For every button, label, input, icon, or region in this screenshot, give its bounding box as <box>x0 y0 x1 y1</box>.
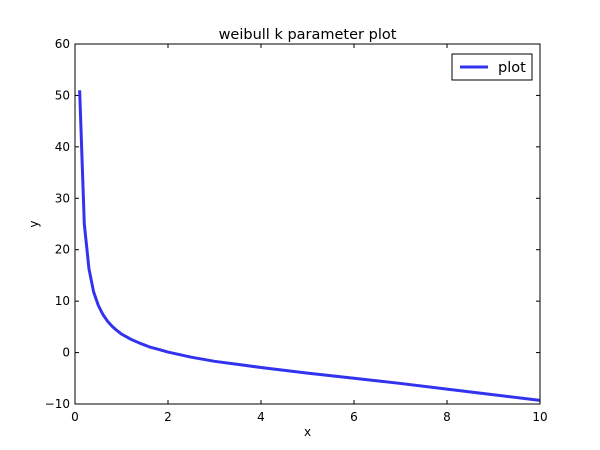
x-tick-label: 6 <box>350 410 358 424</box>
x-tick-label: 2 <box>164 410 172 424</box>
y-tick-label: −10 <box>45 397 70 411</box>
y-tick-label: 60 <box>55 37 70 51</box>
y-tick-label: 50 <box>55 88 70 102</box>
y-tick-label: 30 <box>55 191 70 205</box>
x-tick-label: 4 <box>257 410 265 424</box>
legend: plot <box>451 53 533 81</box>
x-tick-label: 8 <box>443 410 451 424</box>
y-tick-label: 0 <box>62 346 70 360</box>
plot-area <box>74 43 541 405</box>
x-tick-label: 0 <box>71 410 79 424</box>
chart-title: weibull k parameter plot <box>219 27 397 43</box>
series-layer <box>78 90 541 402</box>
y-tick-label: 20 <box>55 243 70 257</box>
x-tick-label: 10 <box>532 410 547 424</box>
y-tick-label: 40 <box>55 140 70 154</box>
y-tick-label: 10 <box>55 294 70 308</box>
x-axis-label: x <box>304 425 311 439</box>
y-axis-label: y <box>27 220 41 227</box>
series-line-plot <box>78 90 541 402</box>
legend-label: plot <box>498 60 526 76</box>
